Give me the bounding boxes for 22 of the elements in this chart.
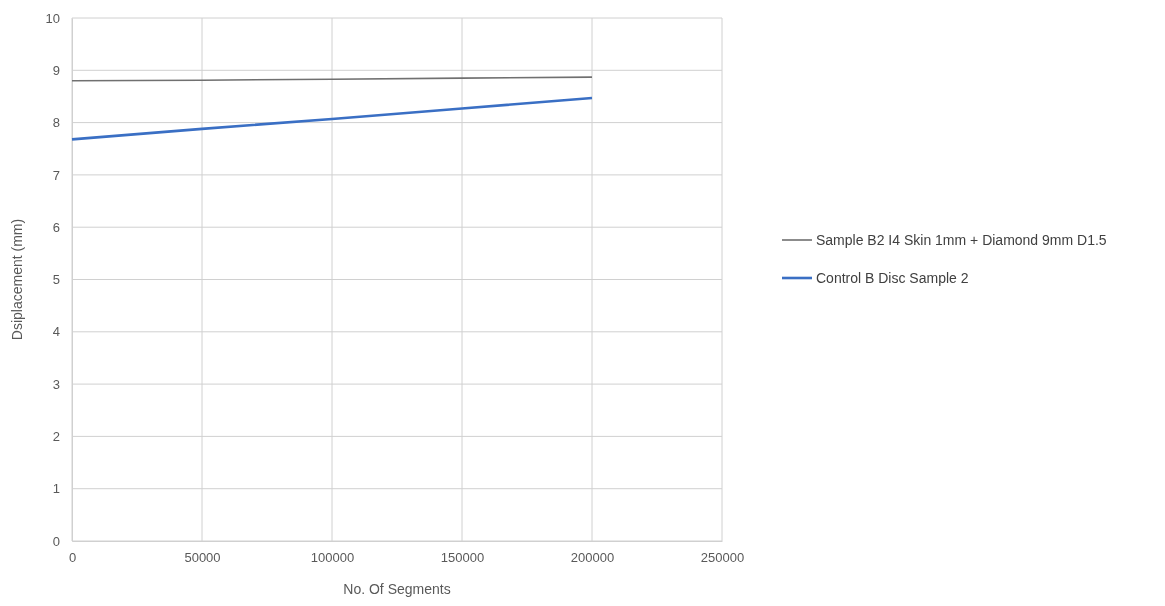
y-tick-label: 7 (52, 167, 60, 183)
y-tick-label: 6 (52, 219, 60, 235)
y-tick-label: 2 (52, 429, 60, 445)
y-tick-label: 4 (52, 324, 60, 340)
x-tick-label: 150000 (440, 550, 485, 566)
x-tick-label: 0 (68, 550, 77, 566)
y-tick-label: 10 (45, 10, 60, 26)
y-tick-label: 1 (52, 481, 60, 497)
y-tick-label: 9 (52, 62, 60, 78)
y-axis-title: Dsiplacement (mm) (9, 218, 25, 341)
legend-label: Control B Disc Sample 2 (816, 270, 969, 286)
y-tick-label: 0 (52, 533, 60, 549)
x-tick-label: 250000 (700, 550, 745, 566)
x-tick-label: 50000 (184, 550, 221, 566)
x-axis-title: No. Of Segments (343, 581, 451, 597)
x-tick-label: 100000 (310, 550, 355, 566)
legend-label: Sample B2 I4 Skin 1mm + Diamond 9mm D1.5 (816, 232, 1107, 248)
y-tick-label: 8 (52, 115, 60, 131)
x-tick-label: 200000 (570, 550, 615, 566)
y-tick-label: 5 (52, 272, 60, 288)
line-series (70, 96, 594, 141)
y-tick-label: 3 (52, 376, 60, 392)
